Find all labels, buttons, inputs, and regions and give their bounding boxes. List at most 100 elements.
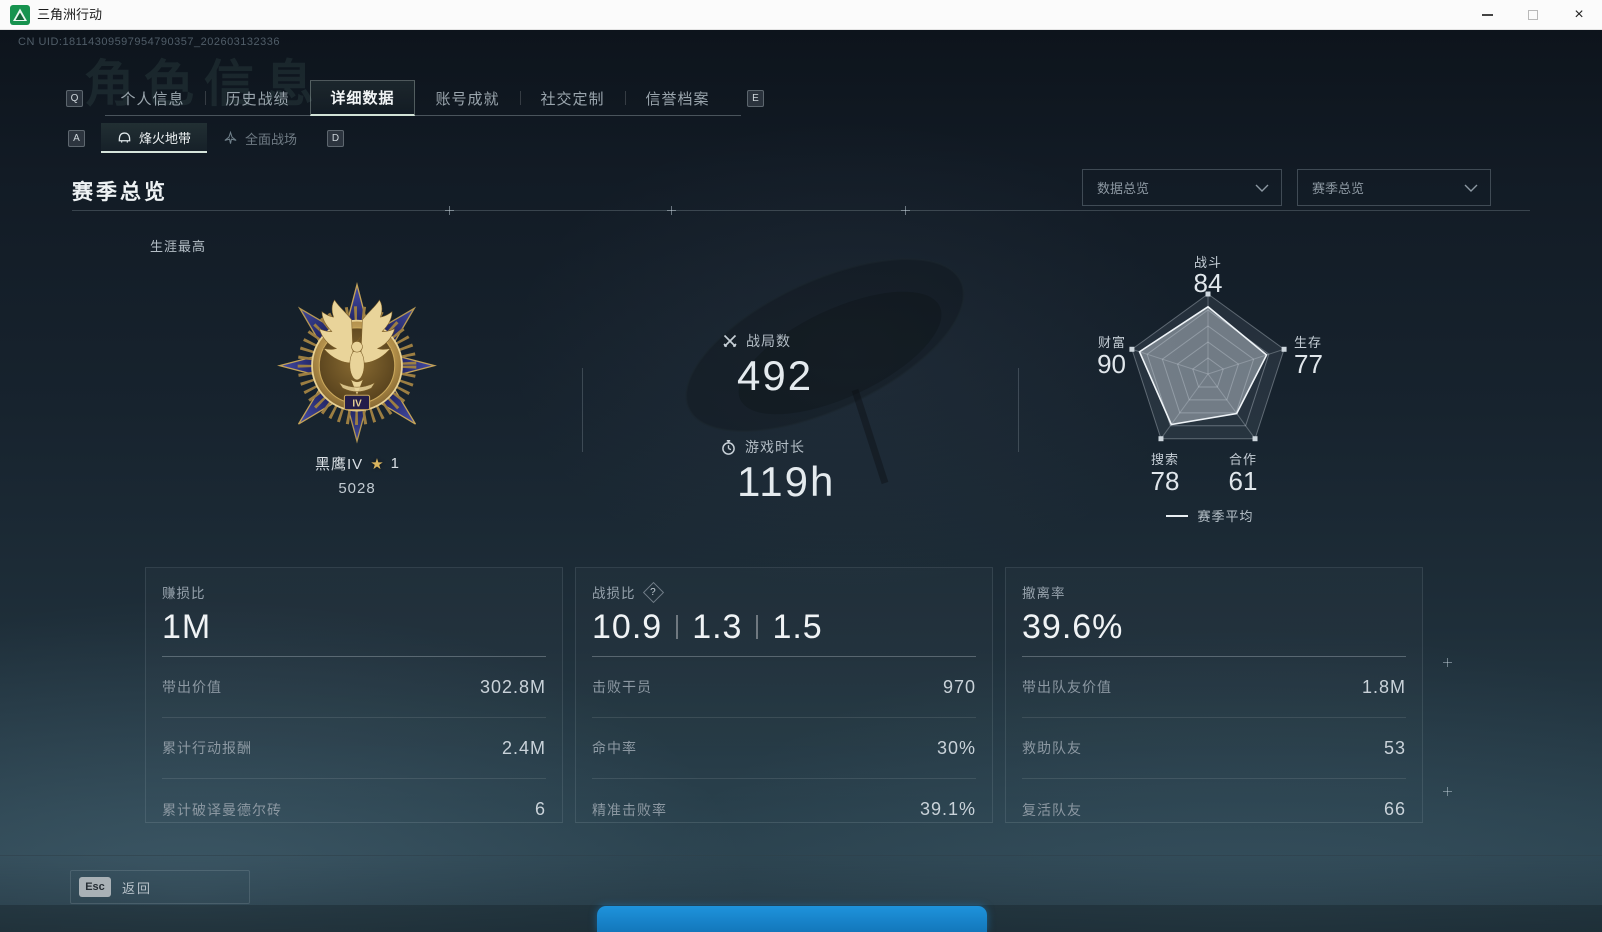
season-overview-dropdown[interactable]: 赛季总览 [1297, 169, 1491, 206]
svg-text:IV: IV [352, 399, 362, 410]
card-big-value: 10.9 1.3 1.5 [592, 606, 976, 648]
window-controls: × [1464, 0, 1602, 30]
stat-row-label: 累计破译曼德尔砖 [162, 801, 282, 818]
chevron-down-icon [1255, 184, 1269, 192]
close-button[interactable]: × [1556, 0, 1602, 30]
legend-line-swatch [1166, 514, 1189, 517]
radar-value-survival: 77 [1294, 349, 1323, 379]
tab-detailed-data[interactable]: 详细数据 [310, 80, 415, 116]
stat-row-label: 救助队友 [1022, 740, 1082, 756]
mode-subtabs: A 烽火地带 全面战场 D [68, 123, 345, 153]
stat-row: 命中率 30% [592, 718, 976, 779]
radar-value-combat: 84 [1193, 268, 1223, 298]
section-title: 赛季总览 [72, 181, 168, 204]
battles-label-row: 战局数 [722, 331, 791, 351]
window-title: 三角洲行动 [37, 7, 103, 22]
subtab-warfare[interactable]: 全面战场 [207, 123, 313, 153]
stat-row: 精准击败率 39.1% [592, 779, 976, 840]
value-separator [756, 615, 759, 639]
tab-achievements[interactable]: 账号成就 [435, 90, 500, 108]
dropdown-value: 赛季总览 [1312, 181, 1365, 196]
subtab-label: 烽火地带 [139, 130, 192, 146]
game-stage: 角色信息 CN UID:18114309597954790357_2026031… [0, 30, 1602, 932]
stat-row-value: 66 [1383, 799, 1406, 819]
stat-row: 累计行动报酬 2.4M [162, 718, 546, 779]
card-title-text: 战损比 [592, 586, 636, 601]
rank-line: 黑鹰IV ★ 1 [257, 453, 457, 474]
help-icon[interactable]: ? [642, 581, 664, 603]
stat-row: 累计破译曼德尔砖 6 [162, 779, 546, 840]
section-vdivider [1018, 368, 1019, 452]
subtab-hazard-zone[interactable]: 烽火地带 [101, 123, 208, 153]
radar-label-wealth: 财富 [1097, 335, 1126, 350]
stat-row-label: 精准击败率 [592, 801, 667, 818]
stat-row-value: 1.8M [1361, 676, 1406, 697]
tab-personal-info[interactable]: 个人信息 [120, 90, 185, 108]
taskbar-highlight[interactable] [597, 906, 987, 932]
crossed-swords-icon [723, 334, 737, 348]
maximize-icon [1528, 10, 1538, 20]
card-extraction: 撤离率 39.6% 带出队友价值 1.8M 救助队友 53 复活队友 66 [1005, 567, 1423, 823]
battles-label: 战局数 [746, 333, 791, 349]
card-title: 赚损比 [162, 586, 206, 601]
key-hint-a: A [68, 129, 85, 147]
card-big-value: 1M [162, 607, 212, 646]
rank-star-icon: ★ [370, 455, 384, 473]
card-rule [1022, 656, 1406, 657]
card-big-value: 39.6% [1022, 607, 1124, 646]
radar-label-coop: 合作 [1228, 452, 1257, 467]
main-tabbar: Q 个人信息 历史战绩 详细数据 账号成就 社交定制 信誉档案 E [66, 80, 764, 116]
section-divider [72, 210, 1530, 211]
battles-value: 492 [737, 352, 814, 399]
stat-row-value: 970 [942, 676, 976, 697]
decor-cross [445, 206, 454, 215]
key-hint-e: E [747, 89, 764, 107]
stat-row-value: 30% [936, 737, 976, 758]
tabs-underline [105, 115, 741, 116]
kd-part: 10.9 [592, 607, 663, 646]
section-vdivider [582, 368, 583, 452]
card-title: 战损比 ? [592, 581, 976, 603]
stat-row-value: 2.4M [501, 737, 546, 758]
stat-row-value: 6 [534, 799, 546, 819]
stat-row: 救助队友 53 [1022, 718, 1406, 779]
decor-cross [1443, 787, 1452, 796]
radar-value-search: 78 [1150, 466, 1180, 496]
stat-row-label: 带出队友价值 [1022, 679, 1112, 695]
minimize-button[interactable] [1464, 0, 1510, 30]
radar-label-survival: 生存 [1294, 335, 1323, 350]
radar-label-combat: 战斗 [1193, 255, 1222, 270]
kd-part: 1.5 [772, 607, 823, 646]
os-titlebar: 三角洲行动 × [0, 0, 1602, 30]
value-separator [676, 615, 679, 639]
back-button[interactable]: Esc 返回 [70, 870, 250, 904]
tab-social[interactable]: 社交定制 [520, 80, 625, 116]
tab-reputation[interactable]: 信誉档案 [625, 80, 730, 116]
dropdown-value: 数据总览 [1097, 181, 1150, 196]
playtime-value: 119h [737, 458, 836, 505]
chevron-down-icon [1464, 184, 1478, 192]
rank-star-count: 1 [390, 455, 399, 472]
card-kd: 战损比 ? 10.9 1.3 1.5 击败干员 970 命中率 30% 精准击败… [575, 567, 993, 823]
rank-medal: IV [267, 282, 447, 460]
stopwatch-icon [722, 439, 735, 455]
data-overview-dropdown[interactable]: 数据总览 [1082, 169, 1282, 206]
card-rule [162, 656, 546, 657]
career-best-label: 生涯最高 [150, 239, 207, 254]
close-icon: × [1574, 6, 1584, 23]
tab-match-history[interactable]: 历史战绩 [205, 80, 310, 116]
esc-key-badge: Esc [79, 877, 111, 897]
jet-icon [224, 131, 237, 144]
rank-points: 5028 [338, 480, 376, 497]
app-logo-icon [10, 5, 30, 25]
stat-row-value: 302.8M [479, 676, 546, 697]
radar-value-wealth: 90 [1097, 349, 1126, 379]
radar-legend: 赛季平均 [1130, 506, 1290, 525]
maximize-button[interactable] [1510, 0, 1556, 30]
key-hint-d: D [327, 129, 345, 147]
decor-cross [901, 206, 910, 215]
ghost-section-title: 角色信息 [84, 56, 324, 112]
stat-row: 带出队友价值 1.8M [1022, 657, 1406, 718]
stat-row-value: 53 [1383, 737, 1406, 758]
